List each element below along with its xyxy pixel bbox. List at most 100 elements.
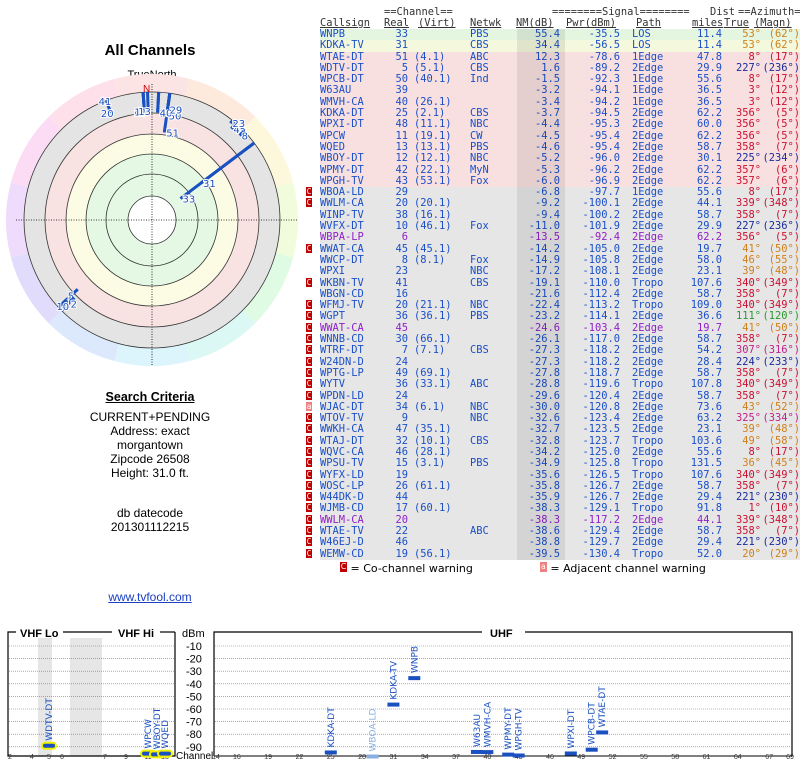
table-row[interactable]: aCWYFX-LD19-35.6-126.5Tropo107.6340°(349…	[306, 469, 800, 481]
station-bar[interactable]	[324, 750, 337, 755]
signal-ray	[146, 92, 150, 111]
station-bar[interactable]	[157, 749, 173, 758]
cell-netwk: CBS	[470, 344, 489, 357]
cell-real: 46	[395, 445, 408, 458]
table-row[interactable]: WPCW 11 (19.1) CW -4.5 -95.4 2Edge 62.2 356° (5°)	[320, 129, 800, 142]
table-row[interactable]: WPGH-TV 43 (53.1) Fox -6.0 -96.9 2Edge 62.2 357°…	[320, 175, 800, 188]
table-row[interactable]: KDKA-DT 25 (2.1) CBS -3.7 -94.5 2Edge 62.2 356° (…	[320, 107, 800, 120]
table-row[interactable]: WBOY-DT 12 (12.1) NBC -5.2 -96.0 2Edge 30.1 225°…	[320, 152, 800, 165]
cell-pwr: -117.2	[582, 513, 620, 526]
table-row[interactable]: C WJMB-CD 17 (60.1) -38.3 -129.1 Tropo 91.8 1° (1…	[306, 503, 800, 515]
table-row[interactable]: WPXI-DT 48 (11.1) NBC -4.4 -95.3 2Edge 60.0 356°…	[320, 119, 800, 131]
table-row[interactable]: WBPA-LP 6 -13.5 -92.4 2Edge 62.2 356° (5°)	[320, 231, 800, 244]
cell-real: 36	[395, 378, 408, 391]
cell-nm: -38.8	[528, 536, 560, 549]
table-row[interactable]: WBGN-CD 16 -21.6 -112.4 2Edge 58.7 358° (7°)	[320, 287, 800, 301]
table-row[interactable]: C WWAT-CA 45 (45.1) -14.2 -105.0 2Edge 19.7 41° (…	[306, 243, 800, 255]
table-row[interactable]: WPCB-DT 50 (40.1) Ind -1.5 -92.3 1Edge 55.6 8° (1…	[320, 73, 800, 86]
x-tick-label: 2	[8, 754, 12, 761]
cell-real: 45	[395, 321, 408, 334]
station-bar[interactable]	[512, 753, 525, 758]
table-row[interactable]: C WWAT-CA 45 -24.6 -103.4 2Edge 19.7 41° (50°)	[306, 321, 800, 335]
station-bar[interactable]	[502, 752, 515, 757]
station-bar[interactable]	[481, 750, 494, 755]
cell-true: 356°	[735, 231, 761, 244]
table-row[interactable]: KDKA-TV 31 CBS 34.4 -56.5 LOS 11.4 53° (62°)	[320, 39, 800, 52]
table-row[interactable]: C WTAE-TV 22 ABC -38.6 -129.4 2Edge 58.7 358° (7°…	[306, 525, 800, 538]
cell-nm: -39.5	[528, 547, 560, 560]
cell-true: 340°	[735, 378, 761, 391]
station-bar[interactable]	[585, 747, 598, 752]
table-row[interactable]: WNPB 33 PBS 55.4 -35.5 LOS 11.4 53° (62°)	[320, 28, 800, 41]
cell-real: 29	[395, 186, 408, 199]
site-link[interactable]: www.tvfool.com	[108, 590, 192, 604]
cell-callsign: WPSU-TV	[320, 457, 364, 470]
table-row[interactable]: WPXI 23 NBC -17.2 -108.1 2Edge 23.1 39° (48°)	[320, 265, 800, 278]
cell-dist: 58.0	[696, 253, 722, 266]
table-row[interactable]: C WWLM-CA 20 (20.1) -9.2 -100.1 2Edge 44.1 339°(…	[306, 198, 800, 210]
table-row[interactable]: C WQVC-CA 46 (28.1) -34.2 -125.0 2Edge 55.6 8° (1…	[306, 445, 800, 459]
table-row[interactable]: C W24DN-D 24 -27.3 -118.2 2Edge 28.4 224° (233°)	[306, 356, 800, 368]
cell-nm: -28.8	[528, 378, 560, 391]
station-bar[interactable]	[470, 749, 483, 754]
station-bar[interactable]	[564, 751, 577, 756]
cell-virt: (28.1)	[414, 445, 452, 458]
cell-pwr: -94.1	[588, 84, 620, 97]
table-row[interactable]: aCWPTG-LP49(69.1)-27.8-118.72Edge58.7358…	[306, 366, 800, 380]
table-row[interactable]: WDTV-DT 5 (5.1) CBS 1.6 -89.2 2Edge 29.9 227° (23…	[320, 62, 800, 75]
table-row[interactable]: C WTRF-DT 7 (7.1) CBS -27.3 -118.2 2Edge 54.2 307…	[306, 344, 800, 357]
co-channel-warning-icon: C	[306, 198, 312, 208]
table-row[interactable]: C WTOV-TV 9 NBC -32.6 -123.4 2Edge 63.2 325° (334…	[306, 412, 800, 425]
table-row[interactable]: aCW46EJ-D46-38.8-129.72Edge29.4221°(230°…	[306, 536, 800, 549]
table-row[interactable]: a WJAC-DT 34 (6.1) NBC -30.0 -120.8 2Edge 73.6 43…	[306, 401, 800, 414]
station-bar[interactable]	[596, 730, 609, 735]
cell-callsign: WPTG-LP	[320, 366, 364, 379]
table-row[interactable]: aCWOSC-LP26(61.1)-35.8-126.72Edge58.7358…	[306, 480, 800, 493]
table-row[interactable]: WQED 13 (13.1) PBS -4.6 -95.4 2Edge 58.7 358° (7°…	[320, 141, 800, 154]
station-bar[interactable]	[41, 741, 57, 750]
cell-pwr: -95.4	[588, 129, 620, 142]
table-row[interactable]: aCWWKH-CA47(35.1)-32.7-123.52Edge23.139°…	[306, 424, 800, 436]
table-row[interactable]: C WWLM-CA 20 -38.3 -117.2 2Edge 44.1 339° (348°)	[306, 513, 800, 527]
table-row[interactable]: WTAE-DT 51 (4.1) ABC 12.3 -78.6 1Edge 47.8 8° (17…	[320, 51, 800, 63]
table-row[interactable]: C WBOA-LD 29 -6.8 -97.7 1Edge 55.6 8° (17°)	[306, 186, 800, 199]
cell-netwk: PBS	[470, 457, 489, 470]
table-row[interactable]: C WFMJ-TV 20 (21.1) NBC -22.4 -113.2 Tropo 109.0…	[306, 299, 800, 312]
co-channel-warning-icon: C	[306, 469, 312, 479]
table-row[interactable]: C WKBN-TV 41 CBS -19.1 -110.0 Tropo 107.6 340° (3…	[306, 277, 800, 289]
table-row[interactable]: aCWEMW-CD19(56.1)-39.5-130.4Tropo52.020°…	[306, 547, 800, 560]
table-row[interactable]: aCW44DK-D44-35.9-126.72Edge29.4221°(230°…	[306, 491, 800, 504]
cell-real: 12	[395, 152, 408, 165]
table-row[interactable]: W63AU 39 -3.2 -94.1 1Edge 36.5 3° (12°)	[320, 84, 800, 97]
cell-callsign: W46EJ-D	[320, 536, 364, 549]
cell-true: 8°	[748, 445, 761, 458]
cell-virt: (16.1)	[414, 208, 452, 221]
cell-nm: -29.6	[528, 389, 560, 402]
table-row[interactable]: C WGPT 36 (36.1) PBS -23.2 -114.1 2Edge 36.6 111°…	[306, 310, 800, 323]
cell-virt: (36.1)	[414, 310, 452, 323]
cell-nm: -6.8	[534, 186, 560, 199]
x-tick-label: 67	[765, 754, 773, 761]
table-row[interactable]: WPMY-DT 42 (22.1) MyN -5.3 -96.2 2Edge 62.2 357°…	[320, 164, 800, 176]
cell-path: 2Edge	[632, 525, 664, 538]
table-row[interactable]: WINP-TV 38 (16.1) -9.4 -100.2 2Edge 58.7 358° (7…	[320, 208, 800, 222]
cell-nm: -3.7	[534, 107, 560, 120]
table-row[interactable]: aCWTAJ-DT32(10.1)CBS-32.8-123.7Tropo103.…	[306, 435, 800, 447]
station-bar[interactable]	[408, 676, 421, 681]
column-header: Path	[636, 17, 662, 29]
column-header: Callsign	[320, 17, 371, 29]
cell-dist: 55.6	[696, 73, 722, 86]
table-row[interactable]: WVFX-DT 10 (46.1) Fox -11.0 -101.9 2Edge 29.9 22…	[320, 220, 800, 233]
table-row[interactable]: C WPSU-TV 15 (3.1) PBS -34.9 -125.8 Tropo 131.5 3…	[306, 457, 800, 470]
cell-real: 16	[395, 287, 408, 300]
x-tick-label: 19	[264, 754, 272, 761]
station-bar[interactable]	[366, 754, 379, 759]
table-row[interactable]: WWCP-DT 8 (8.1) Fox -14.9 -105.8 2Edge 58.0 46° (…	[320, 253, 800, 267]
station-bar[interactable]	[387, 702, 400, 707]
co-channel-warning-icon: C	[306, 458, 312, 468]
table-row[interactable]: aCWNNB-CD30(66.1)-26.1-117.02Edge58.7358…	[306, 333, 800, 346]
table-row[interactable]: WMVH-CA 40 (26.1) -3.4 -94.2 1Edge 36.5 3° (12°)	[320, 96, 800, 109]
table-row[interactable]: C WYTV 36 (33.1) ABC -28.8 -119.6 Tropo 107.8 340…	[306, 378, 800, 391]
cell-callsign: WGPT	[320, 310, 346, 323]
